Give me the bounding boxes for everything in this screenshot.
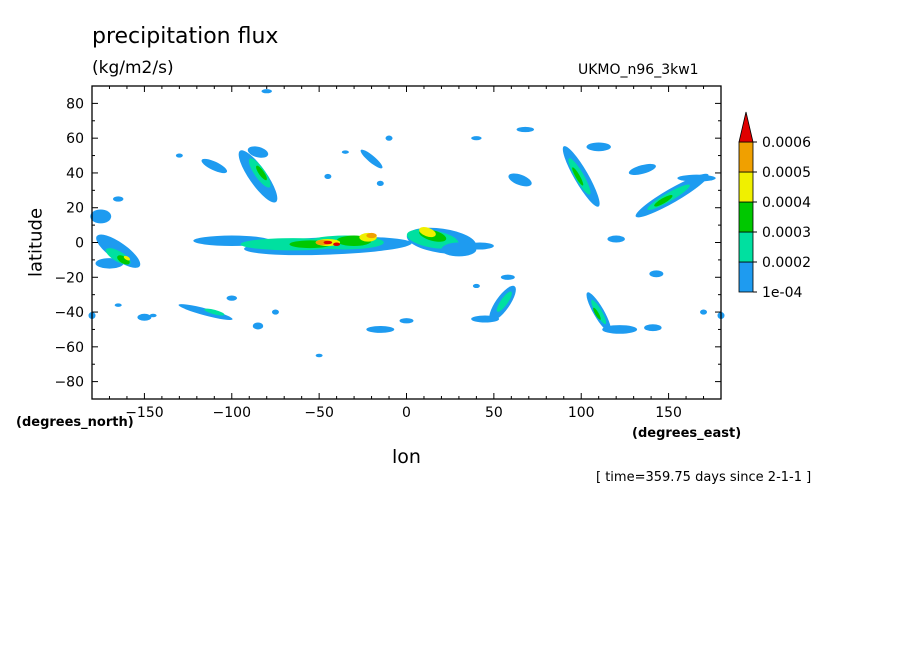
precip-region (175, 153, 183, 158)
precip-region (114, 303, 122, 307)
precip-region (516, 126, 535, 133)
y-tick-label: 60 (66, 131, 84, 147)
precip-region (508, 173, 532, 187)
y-tick-label: 80 (66, 96, 84, 112)
precip-region (700, 309, 708, 315)
x-tick-label: −50 (304, 405, 334, 421)
precip-region (252, 322, 264, 330)
x-tick-label: 100 (568, 405, 595, 421)
precip-region (602, 325, 638, 334)
colorbar-label: 0.0005 (762, 165, 811, 181)
precip-region (376, 180, 384, 186)
precip-region (628, 163, 656, 176)
precip-region (324, 173, 332, 180)
x-tick-label: −150 (125, 405, 163, 421)
x-axis-units: (degrees_east) (632, 426, 742, 441)
precip-region (366, 232, 377, 239)
chart-title: precipitation flux (92, 24, 279, 49)
precip-region (419, 227, 436, 238)
precip-region (649, 270, 664, 278)
precip-region (366, 325, 395, 333)
y-tick-label: −60 (54, 340, 84, 356)
y-tick-label: 40 (66, 166, 84, 182)
colorbar-label: 1e-04 (762, 285, 802, 301)
x-tick-label: −100 (213, 405, 251, 421)
x-tick-label: 150 (655, 405, 682, 421)
precip-region (201, 158, 228, 174)
colorbar-swatch (738, 171, 754, 203)
precip-region (472, 283, 480, 289)
axes-layer: −150 −100 −50 0 50 100 150 80 60 40 20 0 −20 −40 −60 −8… (54, 86, 721, 421)
precip-region (247, 146, 269, 158)
precip-region (572, 167, 584, 186)
x-tick-label: 0 (402, 405, 411, 421)
precip-region (137, 313, 152, 321)
precip-region (654, 195, 673, 207)
precip-region (465, 242, 494, 250)
colorbar-swatch (738, 201, 754, 233)
precip-region (333, 242, 341, 246)
colorbar: 1e-04 0.0002 0.0003 0.0004 0.0005 0.0006 (738, 111, 811, 301)
y-tick-label: −20 (54, 270, 84, 286)
y-tick-label: 0 (75, 236, 84, 252)
colorbar-label: 0.0002 (762, 255, 811, 271)
time-annotation: [ time=359.75 days since 2-1-1 ] (596, 470, 812, 485)
precip-region (496, 291, 512, 312)
model-label: UKMO_n96_3kw1 (578, 62, 699, 78)
precip-region (471, 315, 500, 323)
y-tick-label: −80 (54, 375, 84, 391)
precip-region (644, 324, 662, 332)
precip-region (178, 304, 233, 321)
precip-region (385, 135, 393, 141)
chart-units: (kg/m2/s) (92, 58, 174, 78)
x-tick-label: 50 (485, 405, 503, 421)
precip-region (256, 165, 267, 181)
x-axis-label: lon (392, 446, 421, 468)
y-tick-label: 20 (66, 201, 84, 217)
precip-region (591, 299, 607, 325)
precip-region (149, 313, 157, 318)
precip-region (112, 196, 124, 202)
precip-region (204, 308, 225, 316)
colorbar-label: 0.0003 (762, 225, 811, 241)
colorbar-extend-arrow (738, 111, 754, 143)
precip-region (90, 209, 112, 224)
precip-region (315, 353, 323, 358)
precip-region (117, 255, 130, 265)
colorbar-swatch (738, 231, 754, 263)
y-axis-units: (degrees_north) (16, 415, 134, 430)
precip-region (271, 309, 279, 315)
precipitation-field-layer (88, 89, 725, 358)
precip-region (607, 235, 625, 243)
precip-region (586, 142, 611, 152)
colorbar-swatch (738, 261, 754, 293)
colorbar-label: 0.0006 (762, 135, 811, 151)
precip-region (500, 274, 515, 280)
precip-region (226, 295, 238, 301)
y-tick-label: −40 (54, 305, 84, 321)
precip-region (593, 307, 601, 320)
precip-region (399, 318, 414, 324)
colorbar-label: 0.0004 (762, 195, 811, 211)
precip-region (677, 174, 716, 182)
precip-region (123, 255, 131, 261)
precip-region (261, 89, 272, 94)
precip-region (323, 240, 333, 245)
precip-region (471, 136, 482, 141)
precip-region (360, 149, 383, 169)
colorbar-swatch (738, 141, 754, 173)
precip-region (341, 150, 349, 154)
